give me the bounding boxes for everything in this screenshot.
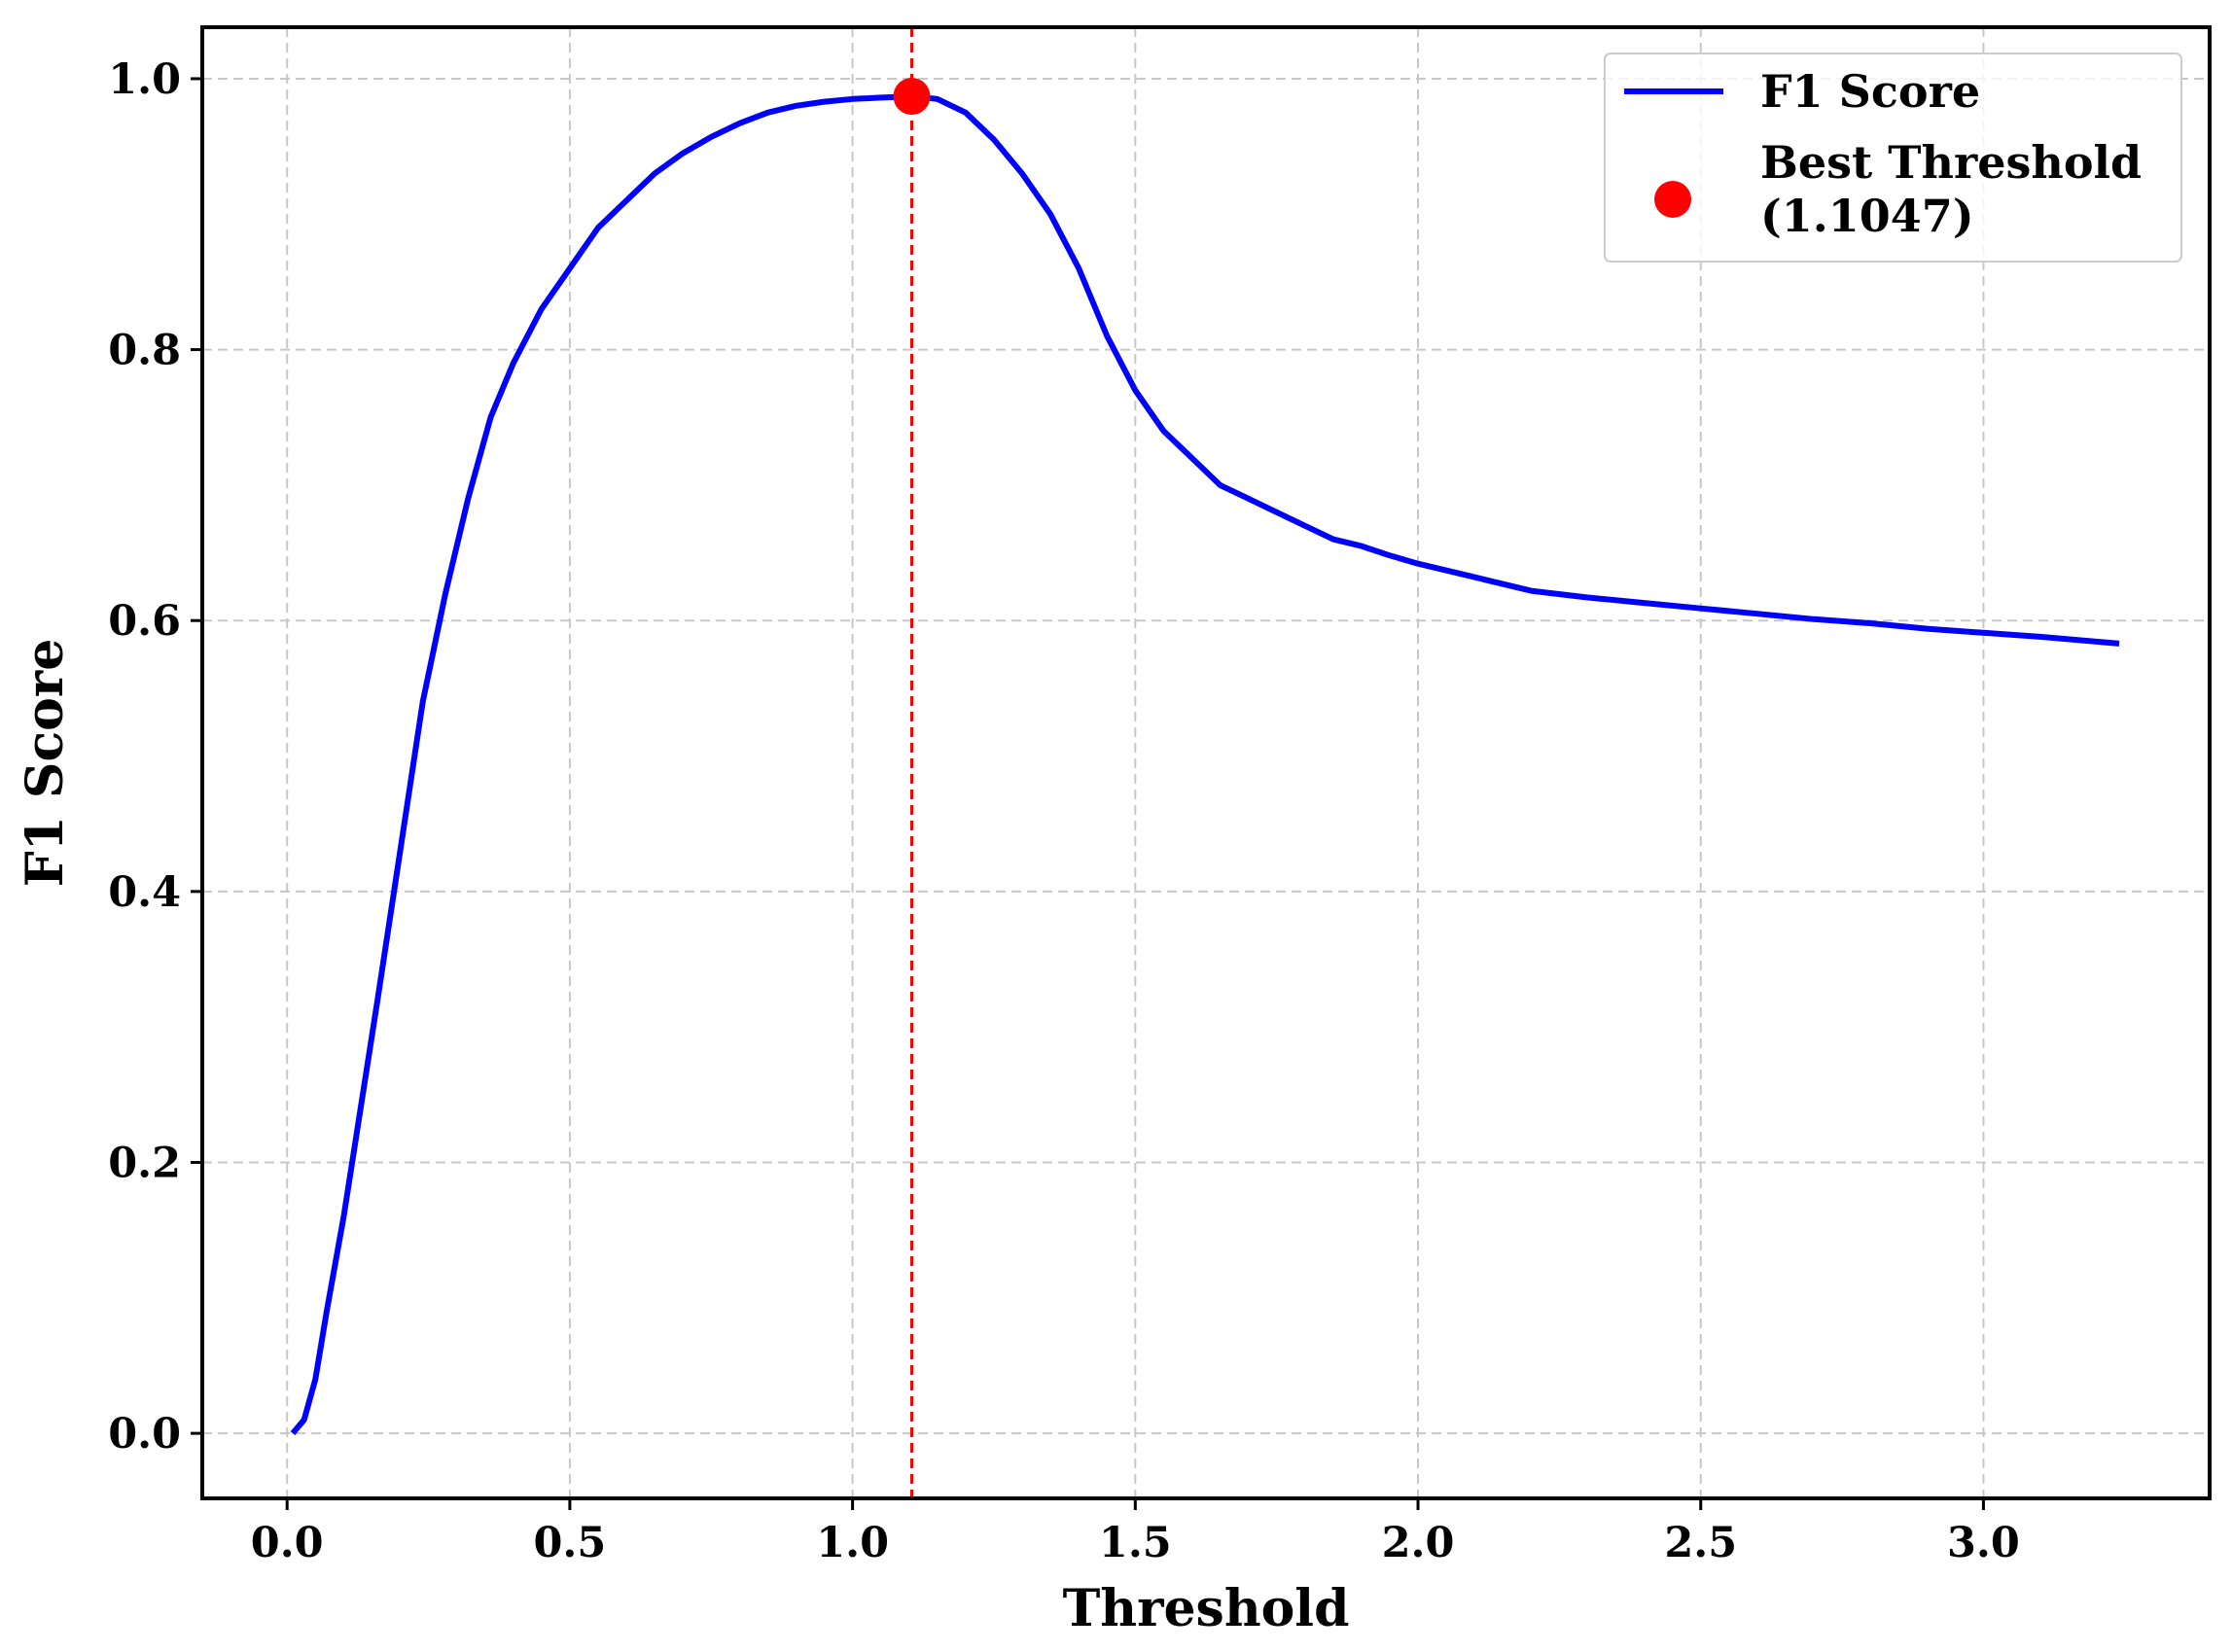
y-axis-ticks: 0.0 0.2 0.4 0.6 0.8 1.0 xyxy=(108,55,202,1459)
y-tick-label: 0.4 xyxy=(108,868,181,917)
y-tick-label: 0.8 xyxy=(108,327,181,375)
y-tick-label: 0.6 xyxy=(108,597,181,646)
x-tick-label: 0.5 xyxy=(534,1519,607,1567)
x-tick-label: 2.5 xyxy=(1664,1519,1737,1567)
y-tick-label: 1.0 xyxy=(108,55,181,104)
x-axis-ticks: 0.0 0.5 1.0 1.5 2.0 2.5 3.0 xyxy=(251,1498,2020,1567)
x-tick-label: 2.0 xyxy=(1382,1519,1455,1567)
legend-best-point-swatch xyxy=(1654,181,1691,218)
plot-frame xyxy=(200,25,2212,1500)
grid xyxy=(202,27,2210,1498)
y-tick-label: 0.0 xyxy=(108,1410,181,1459)
x-tick-label: 3.0 xyxy=(1947,1519,2020,1567)
x-tick-label: 1.5 xyxy=(1099,1519,1172,1567)
legend-best-label-line2: (1.1047) xyxy=(1760,190,1974,242)
legend: F1 Score Best Threshold (1.1047) xyxy=(1604,53,2182,263)
best-threshold-point xyxy=(893,78,931,116)
legend-box xyxy=(1604,53,2182,263)
y-axis-label: F1 Score xyxy=(16,639,75,888)
x-tick-label: 1.0 xyxy=(816,1519,889,1567)
legend-f1-label: F1 Score xyxy=(1760,65,1980,118)
f1-score-line xyxy=(290,93,2120,1436)
x-tick-label: 0.0 xyxy=(251,1519,324,1567)
x-axis-label: Threshold xyxy=(1063,1579,1350,1638)
legend-best-label-line1: Best Threshold xyxy=(1760,136,2142,189)
y-tick-label: 0.2 xyxy=(108,1139,181,1187)
